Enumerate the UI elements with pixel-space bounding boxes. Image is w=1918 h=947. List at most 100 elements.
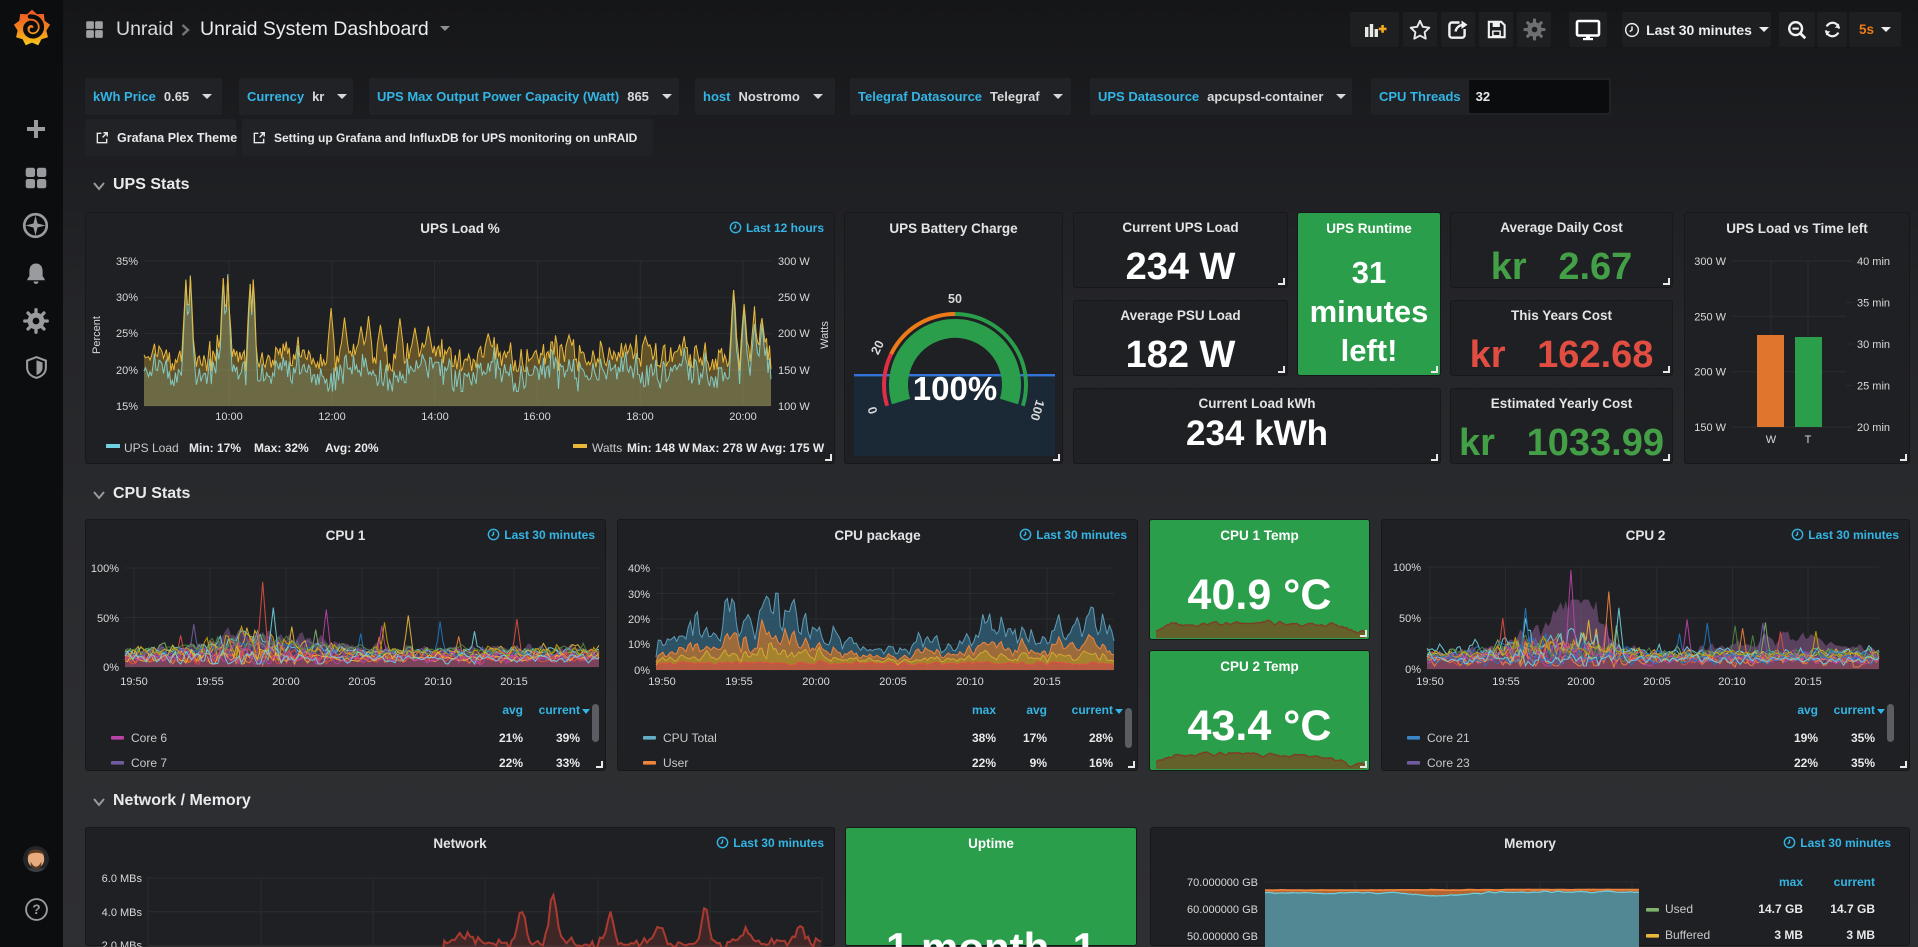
svg-text:Core 23: Core 23 — [1427, 756, 1470, 770]
svg-text:200 W: 200 W — [778, 328, 810, 340]
svg-text:50%: 50% — [97, 613, 119, 625]
svg-text:0: 0 — [865, 405, 880, 416]
svg-text:19:50: 19:50 — [1416, 676, 1444, 688]
svg-text:Percent: Percent — [91, 316, 103, 354]
svg-text:Watts: Watts — [592, 441, 622, 455]
svg-text:20:00: 20:00 — [729, 411, 757, 423]
svg-text:30%: 30% — [628, 589, 650, 601]
svg-text:50: 50 — [948, 292, 962, 306]
svg-text:12:00: 12:00 — [318, 411, 346, 423]
svg-text:3 MB: 3 MB — [1846, 928, 1875, 942]
svg-text:UPS Load: UPS Load — [124, 441, 179, 455]
svg-text:20:10: 20:10 — [956, 676, 984, 688]
svg-text:19:55: 19:55 — [1492, 676, 1520, 688]
svg-text:19:55: 19:55 — [725, 676, 753, 688]
svg-text:250 W: 250 W — [1694, 311, 1726, 323]
svg-text:current: current — [539, 703, 580, 717]
svg-text:20%: 20% — [116, 365, 138, 377]
svg-text:20:00: 20:00 — [272, 676, 300, 688]
svg-text:30 min: 30 min — [1857, 339, 1890, 351]
svg-text:150 W: 150 W — [1694, 422, 1726, 434]
svg-text:35%: 35% — [116, 256, 138, 268]
svg-text:150 W: 150 W — [778, 365, 810, 377]
svg-text:0%: 0% — [103, 662, 119, 674]
svg-text:50.000000 GB: 50.000000 GB — [1187, 931, 1258, 943]
svg-text:20: 20 — [868, 338, 887, 357]
svg-text:avg: avg — [1026, 703, 1047, 717]
svg-text:current: current — [1834, 703, 1875, 717]
svg-text:Buffered: Buffered — [1665, 928, 1710, 942]
svg-text:Used: Used — [1665, 902, 1693, 916]
svg-text:20:15: 20:15 — [1794, 676, 1822, 688]
svg-text:39%: 39% — [556, 731, 580, 745]
svg-text:15%: 15% — [116, 401, 138, 413]
svg-text:19%: 19% — [1794, 731, 1818, 745]
svg-text:Core 21: Core 21 — [1427, 731, 1470, 745]
svg-text:20:10: 20:10 — [424, 676, 452, 688]
svg-text:current: current — [1072, 703, 1113, 717]
svg-text:Avg: 20%: Avg: 20% — [325, 441, 379, 455]
svg-text:16%: 16% — [1089, 756, 1113, 770]
svg-text:40%: 40% — [628, 563, 650, 575]
svg-text:100: 100 — [1027, 398, 1047, 422]
svg-text:avg: avg — [502, 703, 523, 717]
svg-text:20%: 20% — [628, 614, 650, 626]
svg-text:14.7 GB: 14.7 GB — [1758, 902, 1803, 916]
svg-text:20:10: 20:10 — [1718, 676, 1746, 688]
svg-text:4.0 MBs: 4.0 MBs — [102, 907, 143, 919]
svg-text:19:55: 19:55 — [196, 676, 224, 688]
svg-text:10%: 10% — [628, 639, 650, 651]
svg-text:W: W — [1766, 434, 1777, 446]
svg-text:35%: 35% — [1851, 756, 1875, 770]
svg-text:100%: 100% — [1393, 562, 1421, 574]
svg-text:18:00: 18:00 — [626, 411, 654, 423]
svg-text:3 MB: 3 MB — [1774, 928, 1803, 942]
svg-text:Max: 32%: Max: 32% — [254, 441, 309, 455]
svg-text:T: T — [1805, 434, 1812, 446]
svg-text:25 min: 25 min — [1857, 381, 1890, 393]
svg-text:Min: 148 W: Min: 148 W — [627, 441, 690, 455]
svg-text:max: max — [1779, 875, 1803, 889]
svg-text:22%: 22% — [1794, 756, 1818, 770]
svg-text:Max: 278 W: Max: 278 W — [692, 441, 758, 455]
svg-text:19:50: 19:50 — [648, 676, 676, 688]
svg-text:19:50: 19:50 — [120, 676, 148, 688]
svg-text:35 min: 35 min — [1857, 298, 1890, 310]
svg-text:300 W: 300 W — [778, 256, 810, 268]
svg-text:9%: 9% — [1030, 756, 1048, 770]
svg-text:22%: 22% — [499, 756, 523, 770]
svg-text:Core 7: Core 7 — [131, 756, 167, 770]
svg-text:?: ? — [32, 902, 40, 917]
svg-text:40 min: 40 min — [1857, 256, 1890, 268]
svg-text:100 W: 100 W — [778, 401, 810, 413]
svg-text:38%: 38% — [972, 731, 996, 745]
svg-text:300 W: 300 W — [1694, 256, 1726, 268]
svg-text:avg: avg — [1797, 703, 1818, 717]
svg-text:70.000000 GB: 70.000000 GB — [1187, 877, 1258, 889]
svg-text:20:15: 20:15 — [1033, 676, 1061, 688]
svg-text:20:05: 20:05 — [348, 676, 376, 688]
svg-text:20:00: 20:00 — [1567, 676, 1595, 688]
svg-text:14.7 GB: 14.7 GB — [1830, 902, 1875, 916]
svg-text:100%: 100% — [913, 370, 997, 407]
svg-text:100%: 100% — [91, 563, 119, 575]
svg-text:Min: 17%: Min: 17% — [189, 441, 241, 455]
svg-text:20:15: 20:15 — [500, 676, 528, 688]
svg-text:28%: 28% — [1089, 731, 1113, 745]
svg-text:20:00: 20:00 — [802, 676, 830, 688]
svg-text:35%: 35% — [1851, 731, 1875, 745]
svg-text:10:00: 10:00 — [215, 411, 243, 423]
svg-text:current: current — [1834, 875, 1875, 889]
svg-text:200 W: 200 W — [1694, 367, 1726, 379]
svg-text:Watts: Watts — [819, 321, 831, 349]
svg-text:14:00: 14:00 — [421, 411, 449, 423]
svg-text:60.000000 GB: 60.000000 GB — [1187, 904, 1258, 916]
svg-text:2.0 MBs: 2.0 MBs — [102, 940, 143, 947]
svg-text:50%: 50% — [1399, 613, 1421, 625]
svg-text:16:00: 16:00 — [523, 411, 551, 423]
svg-text:250 W: 250 W — [778, 292, 810, 304]
svg-text:33%: 33% — [556, 756, 580, 770]
svg-text:20:05: 20:05 — [1643, 676, 1671, 688]
svg-text:20 min: 20 min — [1857, 422, 1890, 434]
svg-text:20:05: 20:05 — [879, 676, 907, 688]
